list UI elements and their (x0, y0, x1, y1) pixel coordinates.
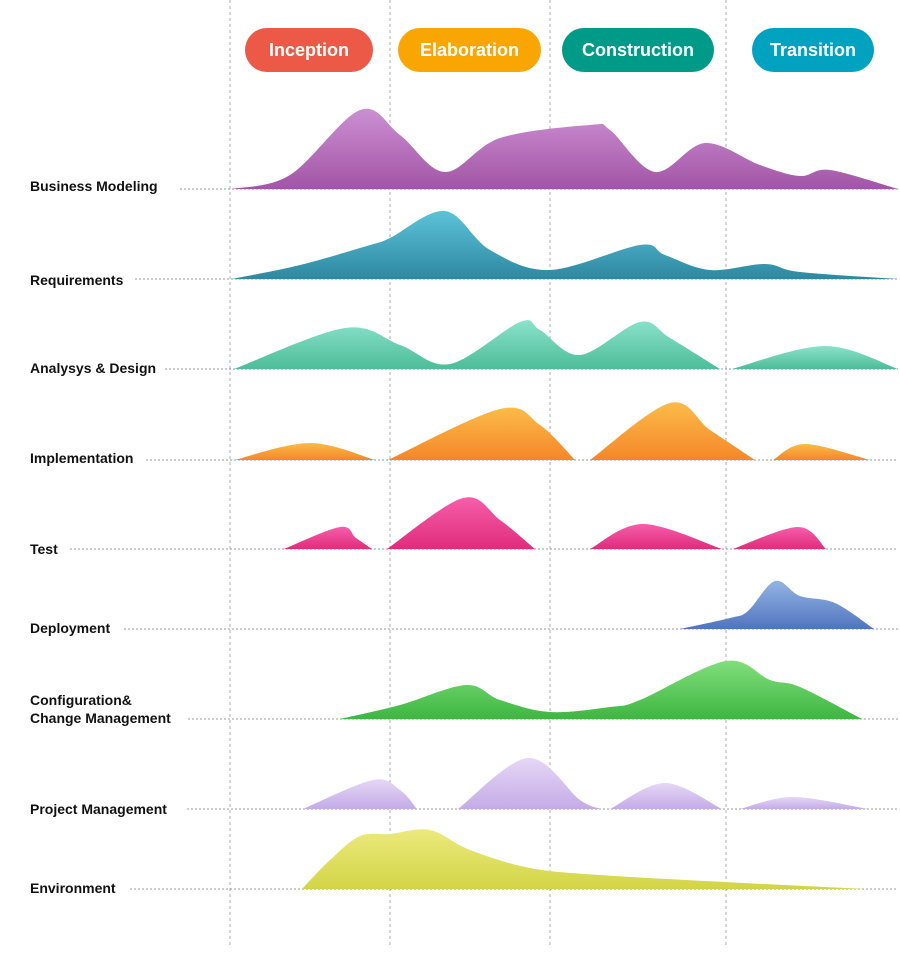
phase-transition: Transition (752, 28, 874, 72)
activity-hump-business-modeling (232, 108, 898, 189)
discipline-label-implementation: Implementation (30, 450, 134, 466)
phase-elaboration: Elaboration (398, 28, 541, 72)
activity-hump-test (284, 526, 372, 549)
activity-hump-analysis-design (234, 320, 720, 369)
discipline-label-configuration: Configuration& (30, 692, 132, 708)
discipline-label-test: Test (30, 541, 58, 557)
activity-hump-deployment (680, 580, 874, 629)
activity-hump-project-management (610, 783, 722, 809)
discipline-label-deployment: Deployment (30, 620, 111, 636)
activity-hump-implementation (773, 444, 870, 460)
activity-hump-project-management (458, 757, 602, 809)
activity-hump-implementation (388, 407, 575, 460)
activity-hump-configuration-change-management (340, 660, 862, 719)
phase-construction: Construction (562, 28, 714, 72)
activity-hump-test (733, 527, 826, 549)
activity-hump-environment (302, 829, 865, 889)
discipline-label-project-management: Project Management (30, 801, 167, 817)
discipline-label-business-modeling: Business Modeling (30, 178, 158, 194)
activity-hump-project-management (740, 797, 868, 809)
activity-hump-analysis-design (732, 346, 898, 369)
activity-hump-requirements (232, 210, 898, 279)
activity-hump-implementation (234, 443, 375, 460)
activity-hump-project-management (303, 779, 417, 809)
discipline-label-environment: Environment (30, 880, 116, 896)
activity-hump-test (590, 524, 722, 549)
discipline-label-change-management: Change Management (30, 710, 171, 726)
activity-hump-test (387, 497, 535, 549)
discipline-label-requirements: Requirements (30, 272, 124, 288)
discipline-label-analysis-design: Analysys & Design (30, 360, 157, 376)
phase-inception: Inception (245, 28, 373, 72)
activity-hump-implementation (590, 402, 755, 460)
